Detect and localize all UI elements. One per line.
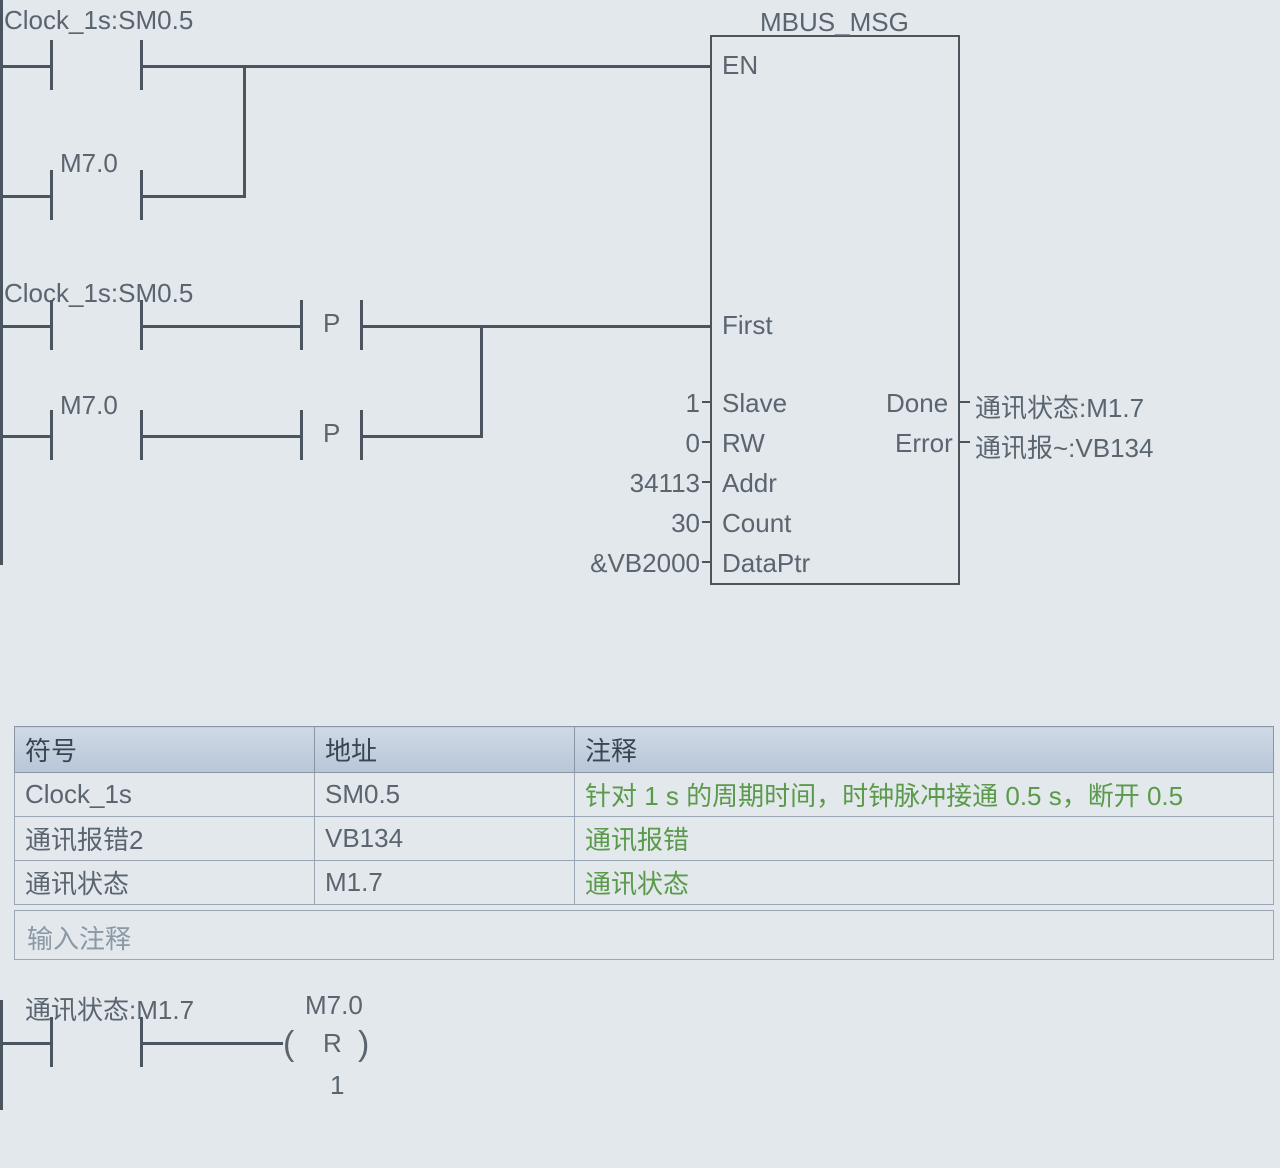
col-address: 地址 <box>315 727 575 773</box>
col-symbol: 符号 <box>15 727 315 773</box>
in-val-3: 30 <box>671 508 700 539</box>
wire <box>0 65 50 68</box>
block-en: EN <box>722 50 758 81</box>
in-name-1: RW <box>722 428 765 459</box>
out-tick <box>960 441 970 443</box>
n2-coil-label: M7.0 <box>305 990 363 1021</box>
block-first: First <box>722 310 773 341</box>
in-name-0: Slave <box>722 388 787 419</box>
cell-note: 针对 1 s 的周期时间，时钟脉冲接通 0.5 s，断开 0.5 <box>575 773 1274 817</box>
contact4-label: M7.0 <box>60 390 118 421</box>
contact4-left <box>50 410 53 460</box>
contact1-label: Clock_1s:SM0.5 <box>4 5 193 36</box>
wire <box>143 435 300 438</box>
in-name-2: Addr <box>722 468 777 499</box>
contact2-label: M7.0 <box>60 148 118 179</box>
network-comment-input[interactable]: 输入注释 <box>14 910 1274 960</box>
contact2-left <box>50 170 53 220</box>
cell-note: 通讯报错 <box>575 817 1274 861</box>
cell-sym: 通讯状态 <box>15 861 315 905</box>
wire <box>143 325 300 328</box>
cell-sym: Clock_1s <box>15 773 315 817</box>
table-header-row: 符号 地址 注释 <box>15 727 1274 773</box>
wire <box>363 435 480 438</box>
out-name-0: Done <box>886 388 948 419</box>
coil-close: ) <box>358 1025 371 1064</box>
table-row[interactable]: 通讯报错2 VB134 通讯报错 <box>15 817 1274 861</box>
coil-count: 1 <box>330 1070 344 1101</box>
left-rail <box>0 0 3 565</box>
wire <box>0 1042 50 1045</box>
out-val-0: 通讯状态:M1.7 <box>975 388 1144 425</box>
branch-join-2 <box>480 325 483 438</box>
edge1-left <box>300 300 303 350</box>
in-val-2: 34113 <box>630 468 700 499</box>
n2-contact-left <box>50 1017 53 1067</box>
comment-placeholder: 输入注释 <box>27 924 131 954</box>
wire <box>0 325 50 328</box>
cell-sym: 通讯报错2 <box>15 817 315 861</box>
in-tick <box>702 521 712 523</box>
out-val-1: 通讯报~:VB134 <box>975 428 1153 465</box>
table-row[interactable]: Clock_1s SM0.5 针对 1 s 的周期时间，时钟脉冲接通 0.5 s… <box>15 773 1274 817</box>
ladder-network-2: 通讯状态:M1.7 M7.0 ( R ) 1 <box>0 970 1280 1160</box>
in-val-4: &VB2000 <box>590 548 700 579</box>
out-tick <box>960 401 970 403</box>
wire <box>143 1042 283 1045</box>
wire-to-block <box>243 65 710 68</box>
cell-addr: VB134 <box>315 817 575 861</box>
table-row[interactable]: 通讯状态 M1.7 通讯状态 <box>15 861 1274 905</box>
cell-addr: M1.7 <box>315 861 575 905</box>
in-val-1: 0 <box>686 428 700 459</box>
edge1-p: P <box>323 308 340 339</box>
in-name-4: DataPtr <box>722 548 810 579</box>
left-rail-2 <box>0 1000 3 1110</box>
edge2-p: P <box>323 418 340 449</box>
contact3-label: Clock_1s:SM0.5 <box>4 278 193 309</box>
edge2-left <box>300 410 303 460</box>
symbol-table[interactable]: 符号 地址 注释 Clock_1s SM0.5 针对 1 s 的周期时间，时钟脉… <box>14 726 1274 905</box>
in-name-3: Count <box>722 508 791 539</box>
in-tick <box>702 441 712 443</box>
wire <box>363 325 480 328</box>
cell-note: 通讯状态 <box>575 861 1274 905</box>
in-tick <box>702 481 712 483</box>
block-title: MBUS_MSG <box>760 7 909 38</box>
wire <box>143 65 243 68</box>
coil-type: R <box>323 1028 342 1059</box>
in-tick <box>702 401 712 403</box>
contact3-left <box>50 300 53 350</box>
coil-open: ( <box>283 1025 296 1064</box>
wire <box>143 195 243 198</box>
wire <box>0 435 50 438</box>
in-val-0: 1 <box>686 388 700 419</box>
in-tick <box>702 561 712 563</box>
col-comment: 注释 <box>575 727 1274 773</box>
branch-join-1 <box>243 65 246 198</box>
out-name-1: Error <box>895 428 953 459</box>
cell-addr: SM0.5 <box>315 773 575 817</box>
contact1-left <box>50 40 53 90</box>
wire-to-first <box>480 325 710 328</box>
wire <box>0 195 50 198</box>
ladder-network-1: Clock_1s:SM0.5 M7.0 Clock_1s:SM0.5 P M7.… <box>0 0 1280 620</box>
